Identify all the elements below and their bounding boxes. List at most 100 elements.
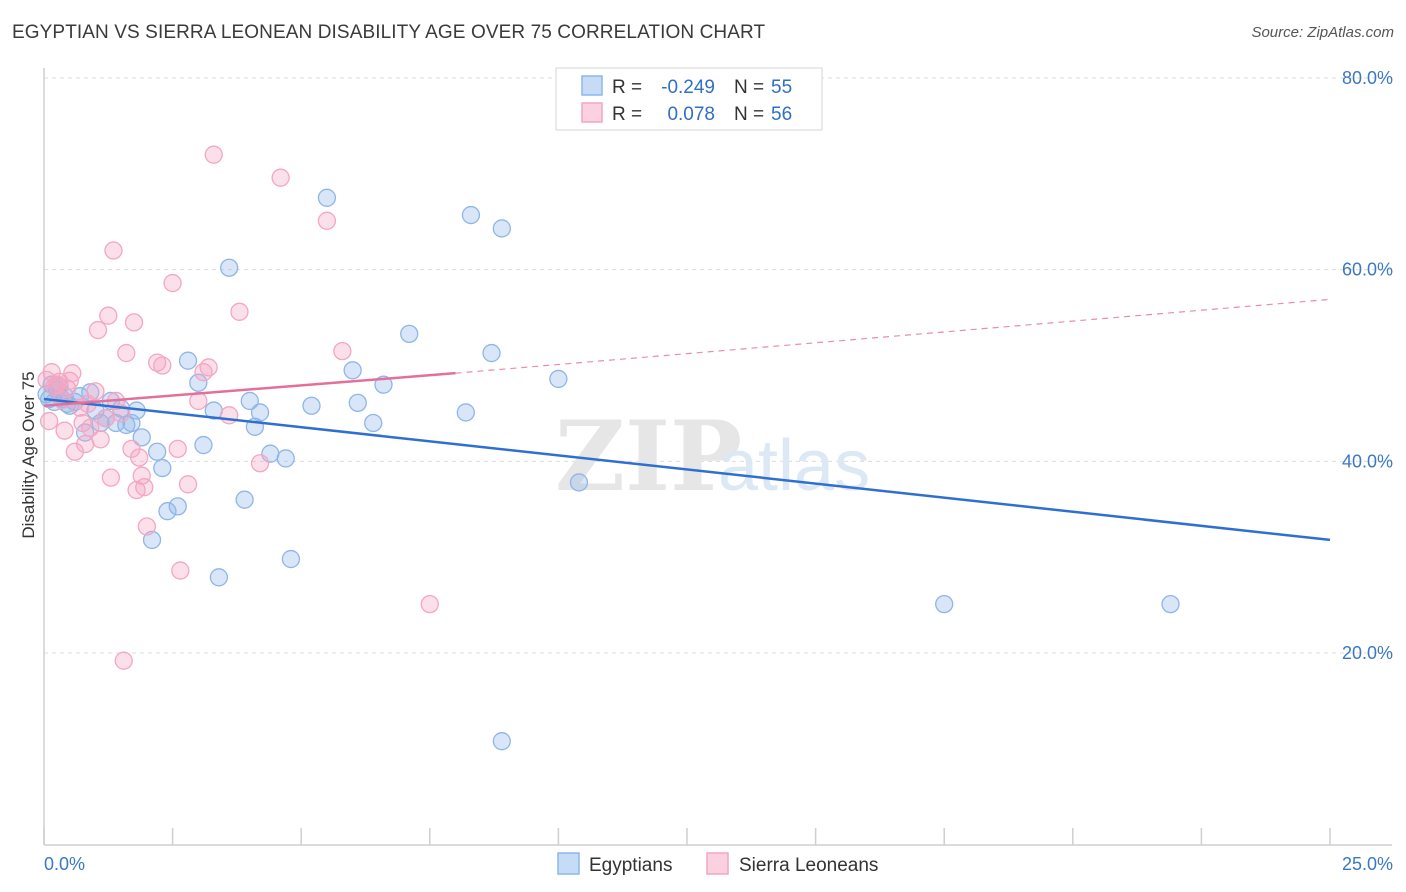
data-point (549, 369, 568, 389)
data-point (171, 561, 190, 580)
data-point (348, 393, 367, 413)
axes (43, 68, 1392, 846)
data-point (492, 732, 511, 751)
data-point (220, 258, 239, 277)
x-tick-label: 0.0% (44, 854, 85, 874)
data-point (250, 454, 270, 473)
data-point (317, 188, 337, 207)
y-axis-label: Disability Age Over 75 (19, 371, 38, 538)
legend-swatch-sierra-leoneans (581, 102, 603, 123)
data-point (55, 421, 74, 440)
y-tick-label: 40.0% (1342, 451, 1393, 471)
data-point (88, 320, 108, 340)
trend-lines (43, 298, 1331, 542)
data-point (114, 651, 133, 670)
data-point (271, 168, 290, 187)
x-tick-label: 25.0% (1342, 854, 1393, 874)
data-point (343, 361, 362, 380)
data-point (76, 434, 95, 454)
data-point (96, 409, 115, 428)
data-point (400, 324, 419, 344)
data-point (250, 403, 270, 422)
data-point (204, 145, 223, 164)
data-point (135, 478, 154, 497)
data-point (230, 302, 249, 321)
data-point (148, 442, 167, 461)
data-point (935, 594, 954, 614)
bottom-legend-swatch-egyptians (557, 852, 580, 875)
bottom-legend-egyptians: Egyptians (589, 855, 672, 876)
legend-r-label-1: R = (612, 77, 642, 98)
legend-n-label-1: N = (734, 77, 764, 98)
legend-r-label-2: R = (612, 104, 642, 125)
legend-r-value-1: -0.249 (661, 77, 715, 98)
data-point (199, 358, 218, 377)
data-point (91, 430, 110, 449)
data-point (158, 502, 177, 521)
trend-line-egyptians (43, 397, 1331, 542)
data-point (132, 428, 151, 447)
series-legend: Egyptians Sierra Leoneans (557, 852, 878, 876)
data-point (142, 530, 162, 550)
source-label: Source: ZipAtlas.com (1251, 24, 1394, 41)
data-point (302, 396, 321, 415)
data-point (1161, 594, 1180, 614)
bottom-legend-sierra-leoneans: Sierra Leoneans (739, 855, 878, 876)
data-point (168, 439, 187, 459)
data-point (194, 435, 213, 455)
data-point (81, 418, 100, 437)
data-point (220, 406, 239, 425)
watermark-zip: ZIP (555, 400, 742, 513)
data-point (189, 373, 208, 392)
trend-line-sierra-leoneans (43, 371, 456, 407)
data-point (86, 382, 105, 401)
legend-n-value-1: 55 (771, 77, 792, 98)
data-point (168, 497, 187, 516)
bottom-legend-swatch-sierra-leoneans (706, 852, 729, 875)
correlation-legend: R = -0.249 N = 55 R = 0.078 N = 56 (555, 67, 823, 131)
data-point (240, 391, 259, 411)
data-point (104, 241, 123, 260)
chart-title: EGYPTIAN VS SIERRA LEONEAN DISABILITY AG… (12, 22, 766, 43)
data-point (153, 356, 172, 375)
data-point (364, 413, 383, 433)
data-point (153, 458, 172, 478)
data-point (482, 343, 501, 363)
legend-r-value-2: 0.078 (667, 104, 715, 125)
data-point (456, 403, 475, 422)
data-point (132, 466, 151, 485)
data-point (163, 273, 182, 293)
data-point (317, 211, 337, 230)
data-point (117, 343, 136, 363)
watermark-atlas: atlas (718, 426, 870, 506)
data-point (420, 594, 439, 614)
data-point (137, 517, 157, 536)
data-point (281, 549, 301, 569)
y-tick-label: 20.0% (1342, 643, 1393, 663)
data-point (101, 468, 121, 487)
data-point (39, 411, 59, 431)
data-point (99, 306, 118, 325)
data-point (276, 449, 295, 468)
data-point (235, 490, 254, 509)
data-point (63, 364, 82, 383)
y-tick-label: 60.0% (1342, 260, 1393, 280)
trend-line-sierra-leoneans-extension (455, 298, 1331, 374)
data-point (569, 473, 589, 492)
data-point (130, 448, 149, 467)
legend-n-label-2: N = (734, 104, 764, 125)
legend-swatch-egyptians (581, 75, 603, 96)
data-point (209, 568, 229, 587)
data-point (178, 475, 198, 494)
legend-n-value-2: 56 (771, 104, 792, 125)
data-point (178, 351, 198, 370)
data-point (492, 219, 511, 238)
gridlines (44, 77, 1392, 654)
data-point (333, 341, 352, 361)
data-point (124, 313, 144, 332)
data-point (461, 205, 481, 225)
y-tick-label: 80.0% (1342, 68, 1393, 88)
tick-labels: 20.0% 40.0% 60.0% 80.0% 0.0% 25.0% (44, 68, 1393, 874)
watermark: ZIP atlas (555, 400, 870, 513)
